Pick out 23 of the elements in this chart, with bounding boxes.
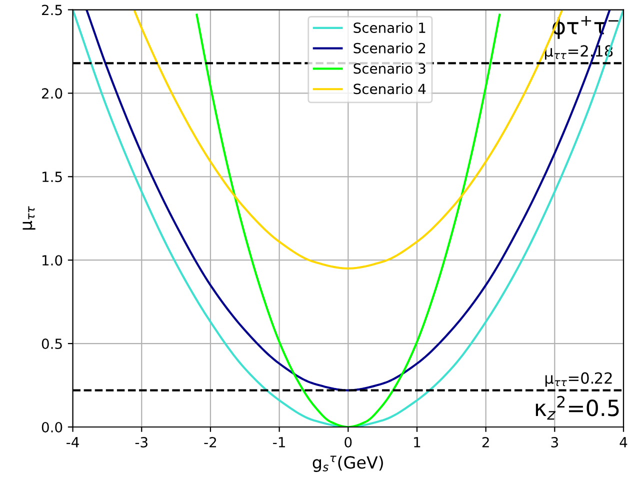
x-tick-label: 2 [482,436,489,448]
x-axis-title: g$_{s}$$^{τ}$(GeV) [312,456,383,472]
y-tick-label: 1.0 [42,255,62,266]
y-tick-label: 2.5 [42,4,62,16]
x-tick-label: 0 [344,436,352,448]
x-tick-label: -4 [66,437,79,448]
y-tick-label: 0.5 [42,338,62,350]
x-tick-label: -1 [273,437,285,448]
x-tick-label: 4 [620,437,628,448]
y-tick-label: 0.0 [42,422,62,432]
y-tick-label: 2.0 [42,88,62,99]
y-tick-label: 1.5 [42,172,62,182]
x-tick-label: -3 [135,436,148,448]
y-axis-title: μ$_{ττ}$ [22,206,36,230]
x-tick-label: -2 [204,436,216,448]
legend-label: Scenario 1 [354,22,426,34]
x-tick-label: 3 [551,436,558,448]
ref-line-label: μ$_{ττ}$=0.22 [545,372,612,387]
legend-label: Scenario 4 [354,83,426,94]
legend-label: Scenario 3 [354,63,426,74]
legend-label: Scenario 2 [354,42,426,54]
annotation: κ$_{z}$$^{2}$=0.5 [536,396,619,420]
x-tick-label: 1 [414,437,420,448]
